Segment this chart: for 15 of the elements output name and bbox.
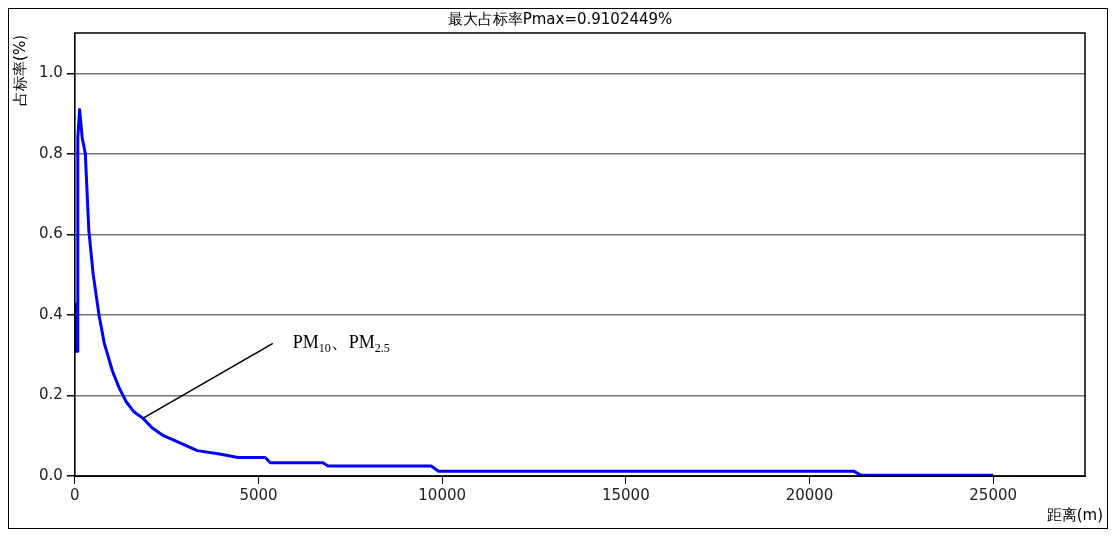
y-tick-label: 1.0 [39,63,63,82]
y-axis-title: 占标率(%) [10,35,29,106]
y-tick-label: 0.0 [39,465,63,484]
y-tick-label: 0.8 [39,143,63,162]
x-tick-label: 0 [70,485,80,504]
y-tick-label: 0.6 [39,224,63,243]
x-tick-label: 5000 [239,485,278,504]
chart-title: 最大占标率Pmax=0.9102449% [447,9,673,28]
x-tick-label: 15000 [601,485,650,504]
y-tick-label: 0.4 [39,304,63,323]
y-tick-label: 0.2 [39,385,63,404]
x-tick-label: 20000 [785,485,834,504]
x-tick-label: 25000 [969,485,1018,504]
x-tick-label: 10000 [418,485,467,504]
x-axis-title: 距离(m) [1046,506,1103,525]
